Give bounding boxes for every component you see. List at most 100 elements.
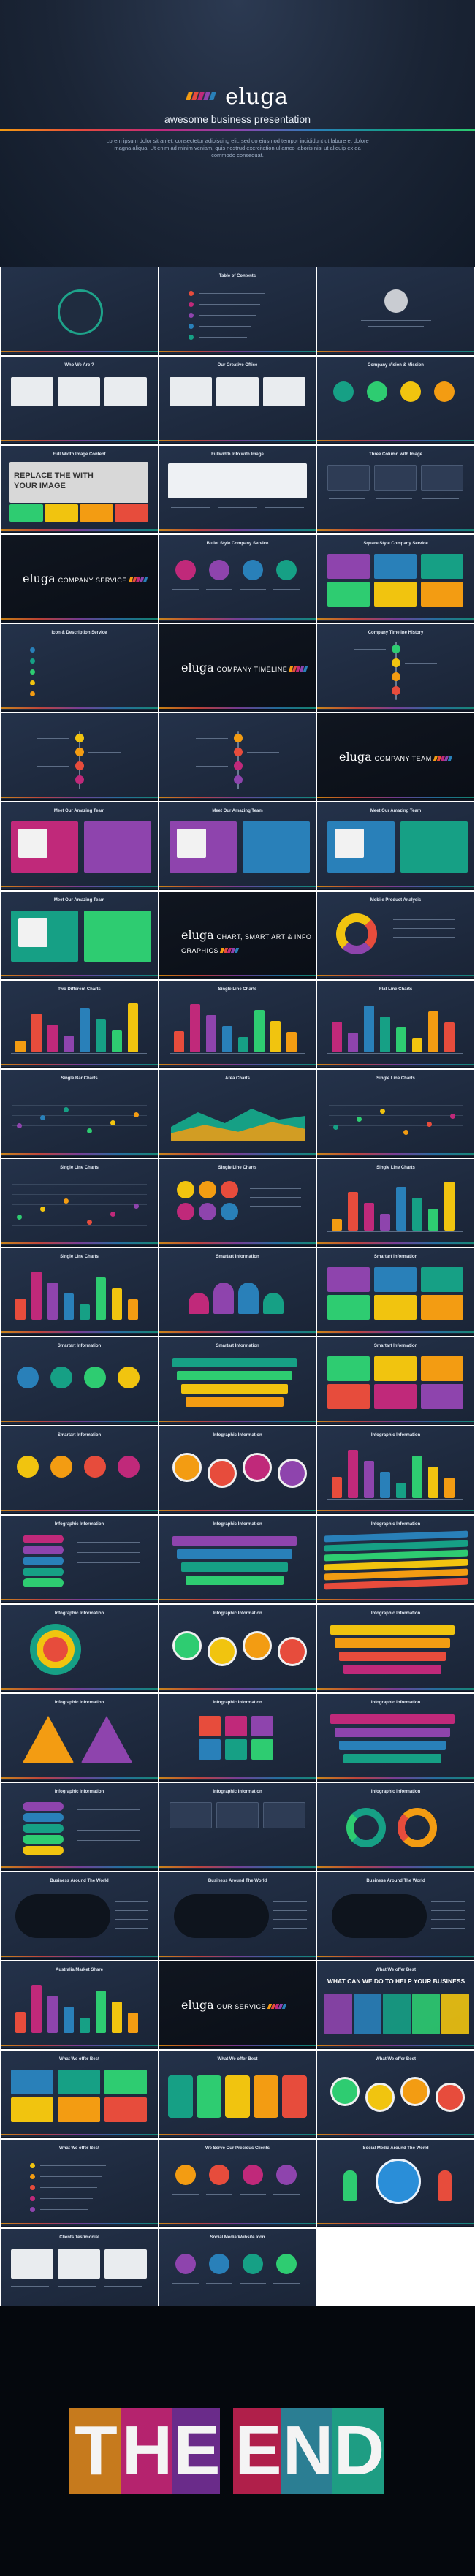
ribbon-bar [330,1714,455,1724]
slide-thumbnail[interactable]: Smartart Information [159,1248,316,1336]
slide-thumbnail[interactable] [317,267,474,355]
slide-title: Infographic Information [370,1522,421,1527]
slide-footer-stripe [159,1064,316,1065]
slide-thumbnail[interactable]: Mobile Product Analysis [317,892,474,979]
slide-thumbnail[interactable]: eluga COMPANY TIMELINE [159,624,316,712]
slide-thumbnail[interactable]: Icon & Description Service [1,624,158,712]
slide-thumbnail[interactable] [159,713,316,801]
slide-thumbnail[interactable] [317,2229,474,2317]
slide-thumbnail[interactable]: What We offer Best WHAT CAN WE DO TO HELP… [317,1961,474,2049]
end-space [220,2408,233,2494]
slide-title: Our Creative Office [217,363,258,368]
arch-mark [189,1293,209,1314]
bullet-icon [30,2174,35,2179]
slide-thumbnail[interactable]: Fullwidth Info with Image [159,446,316,533]
slide-thumbnail[interactable]: Infographic Information [1,1694,158,1782]
data-point [40,1115,45,1120]
slide-thumbnail[interactable]: eluga COMPANY SERVICE [1,535,158,623]
axis-line [11,1053,147,1054]
slide-thumbnail[interactable]: Three Column with Image [317,446,474,533]
slide-thumbnail[interactable]: Infographic Information [159,1426,316,1514]
slide-thumbnail[interactable]: Business Around The World [1,1872,158,1960]
slide-thumbnail[interactable]: Infographic Information [1,1605,158,1692]
slide-footer-stripe [317,2045,474,2046]
grid-line [329,1105,463,1106]
slide-thumbnail[interactable]: Table of Contents [159,267,316,355]
bar-mark [64,2007,74,2033]
slide-thumbnail[interactable]: Meet Our Amazing Team [159,802,316,890]
slide-thumbnail[interactable]: eluga COMPANY TEAM [317,713,474,801]
slide-thumbnail[interactable]: Smartart Information [159,1337,316,1425]
slide-footer-stripe [1,1866,158,1868]
stack-disc [23,1535,64,1543]
slide-thumbnail[interactable]: Meet Our Amazing Team [1,892,158,979]
section-heading: eluga COMPANY TIMELINE [181,661,308,675]
slide-thumbnail[interactable]: Social Media Around The World [317,2140,474,2227]
slide-thumbnail[interactable]: Company Timeline History [317,624,474,712]
slide-title: Social Media Website Icon [210,2235,265,2240]
slide-thumbnail[interactable]: Bullet Style Company Service [159,535,316,623]
slide-thumbnail[interactable]: Single Bar Charts [1,1070,158,1158]
slide-thumbnail[interactable]: Infographic Information [159,1694,316,1782]
slide-thumbnail[interactable]: Meet Our Amazing Team [1,802,158,890]
slide-thumbnail[interactable]: Infographic Information [317,1694,474,1782]
slide-thumbnail[interactable]: Social Media Website Icon [159,2229,316,2317]
slide-thumbnail[interactable]: Smartart Information [1,1426,158,1514]
slide-thumbnail[interactable]: Two Different Charts [1,981,158,1068]
slide-thumbnail[interactable]: Clients Testimonial [1,2229,158,2317]
slide-thumbnail[interactable]: Infographic Information [317,1426,474,1514]
slide-thumbnail[interactable]: Smartart Information [317,1337,474,1425]
slide-thumbnail[interactable]: Infographic Information [317,1783,474,1871]
arch-mark [238,1283,259,1314]
slide-thumbnail[interactable]: Infographic Information [317,1605,474,1692]
slide-thumbnail[interactable]: What We offer Best [1,2051,158,2138]
slide-thumbnail[interactable]: Flat Line Charts [317,981,474,1068]
slide-thumbnail[interactable]: Smartart Information [1,1337,158,1425]
bar-mark [332,1477,342,1498]
slide-title: Infographic Information [213,1701,262,1705]
slide-thumbnail[interactable]: What We offer Best [1,2140,158,2227]
slide-footer-stripe [317,1421,474,1422]
slide-thumbnail[interactable]: We Serve Our Precious Clients [159,2140,316,2227]
slide-thumbnail[interactable] [1,267,158,355]
slide-thumbnail[interactable]: Company Vision & Mission [317,357,474,444]
slide-thumbnail[interactable]: Who We Are ? [1,357,158,444]
slide-thumbnail[interactable]: Square Style Company Service [317,535,474,623]
slide-thumbnail[interactable]: Infographic Information [317,1516,474,1603]
slide-thumbnail[interactable]: Single Line Charts [317,1070,474,1158]
service-icon [243,560,263,580]
slide-thumbnail[interactable]: Infographic Information [159,1783,316,1871]
bar-mark [444,1478,455,1498]
slide-footer-stripe [1,1688,158,1690]
slide-thumbnail[interactable]: Single Line Charts [317,1159,474,1247]
circle-mark [278,1459,307,1488]
slide-thumbnail[interactable]: Infographic Information [159,1605,316,1692]
slide-thumbnail[interactable]: Infographic Information [159,1516,316,1603]
slide-thumbnail[interactable]: eluga CHART, SMART ART & INFO GRAPHICS [159,892,316,979]
slide-thumbnail[interactable]: What We offer Best [159,2051,316,2138]
slide-thumbnail[interactable]: Australia Market Share [1,1961,158,2049]
slide-thumbnail[interactable]: Single Line Charts [1,1248,158,1336]
slide-thumbnail[interactable]: Single Line Charts [1,1159,158,1247]
slide-title: Smartart Information [216,1255,259,1259]
slide-footer-stripe [1,618,158,620]
slide-thumbnail[interactable]: Business Around The World [159,1872,316,1960]
slide-thumbnail[interactable]: Single Line Charts [159,981,316,1068]
text-placeholder [104,2286,142,2287]
slide-thumbnail[interactable]: Area Charts [159,1070,316,1158]
slide-thumbnail[interactable] [1,713,158,801]
cube-mark [225,1739,247,1760]
slide-thumbnail[interactable]: Full Width Image Content REPLACE THE WITH… [1,446,158,533]
color-card [10,504,43,522]
slide-thumbnail[interactable]: Infographic Information [1,1783,158,1871]
slide-thumbnail[interactable]: Single Line Charts [159,1159,316,1247]
slide-thumbnail[interactable]: Our Creative Office [159,357,316,444]
slide-thumbnail[interactable]: eluga OUR SERVICE [159,1961,316,2049]
slide-thumbnail[interactable]: Infographic Information [1,1516,158,1603]
member-photo [335,829,364,858]
pyramid-shape [81,1716,132,1763]
slide-thumbnail[interactable]: What We offer Best [317,2051,474,2138]
slide-thumbnail[interactable]: Smartart Information [317,1248,474,1336]
slide-thumbnail[interactable]: Business Around The World [317,1872,474,1960]
slide-thumbnail[interactable]: Meet Our Amazing Team [317,802,474,890]
